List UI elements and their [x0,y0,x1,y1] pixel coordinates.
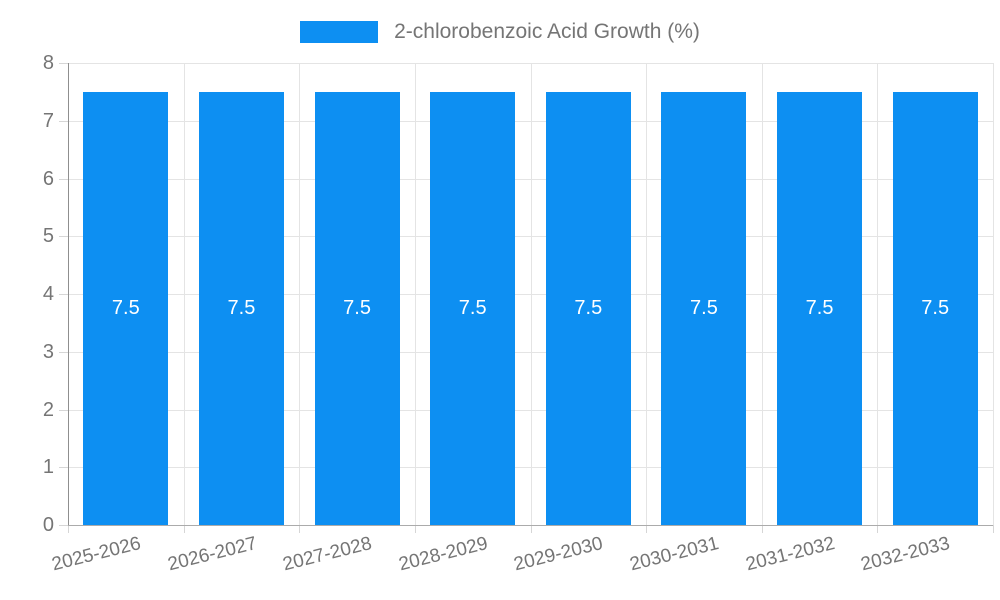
x-axis-tick [530,525,532,533]
bar[interactable] [661,91,747,525]
bar-value-label: 7.5 [458,297,487,320]
x-tick-label: 2029-2030 [512,533,606,576]
bar-value-label: 7.5 [805,297,834,320]
x-axis-line [68,525,993,526]
y-tick-label: 1 [42,456,54,479]
h-gridline [68,236,993,238]
x-tick-label: 2032-2033 [859,533,953,576]
bar-value-label: 7.5 [343,297,371,320]
h-gridline [68,409,993,411]
x-tick-label: 2031-2032 [743,533,837,576]
x-tick-label: 2027-2028 [280,533,375,576]
bar-value-label: 7.5 [574,297,603,320]
h-gridline [68,120,993,122]
y-tick-label: 8 [42,52,54,74]
legend-label: 2-chlorobenzoic Acid Growth (%) [394,20,700,43]
y-axis-tick [59,236,68,238]
y-tick-label: 4 [42,283,54,305]
bar[interactable] [545,91,631,525]
y-axis-tick [59,525,68,526]
bar-value-label: 7.5 [227,297,256,320]
y-axis-tick [59,120,68,122]
x-tick-label: 2028-2029 [396,533,490,576]
y-axis-tick [59,467,68,469]
y-tick-label: 7 [42,109,54,132]
bar-value-label: 7.5 [690,297,718,320]
x-axis-tick [414,525,416,533]
bar[interactable] [314,91,400,525]
x-axis-tick [68,525,69,533]
bar[interactable] [83,91,169,525]
y-axis-line [68,63,69,525]
chart-legend[interactable]: 2-chlorobenzoic Acid Growth (%) [0,20,1000,44]
x-axis-tick [761,525,763,533]
v-gridline [993,63,994,525]
x-axis-tick [299,525,301,533]
bar-value-label: 7.5 [111,297,140,320]
y-axis-tick [59,178,68,180]
bar[interactable] [777,91,863,525]
x-axis-tick [183,525,185,533]
y-axis-tick [59,63,68,64]
x-tick-label: 2030-2031 [627,533,722,576]
x-axis-tick [877,525,879,533]
legend-swatch-icon [300,21,379,43]
y-tick-label: 3 [42,340,54,363]
h-gridline [68,467,993,469]
y-axis-tick [59,294,68,295]
bar-value-label: 7.5 [921,297,950,320]
h-gridline [68,63,993,64]
bar[interactable] [892,91,978,525]
h-gridline [68,294,993,295]
h-gridline [68,351,993,353]
y-tick-label: 0 [42,514,54,536]
bar[interactable] [198,91,284,525]
x-tick-label: 2026-2027 [165,533,259,576]
h-gridline [68,178,993,180]
x-axis-tick [993,525,994,533]
y-tick-label: 6 [42,167,54,190]
y-axis-tick [59,409,68,411]
x-axis-tick [646,525,648,533]
y-tick-label: 2 [42,398,54,421]
y-axis-tick [59,351,68,353]
y-tick-label: 5 [42,225,54,248]
bar[interactable] [430,91,516,525]
x-tick-label: 2025-2026 [49,533,143,576]
